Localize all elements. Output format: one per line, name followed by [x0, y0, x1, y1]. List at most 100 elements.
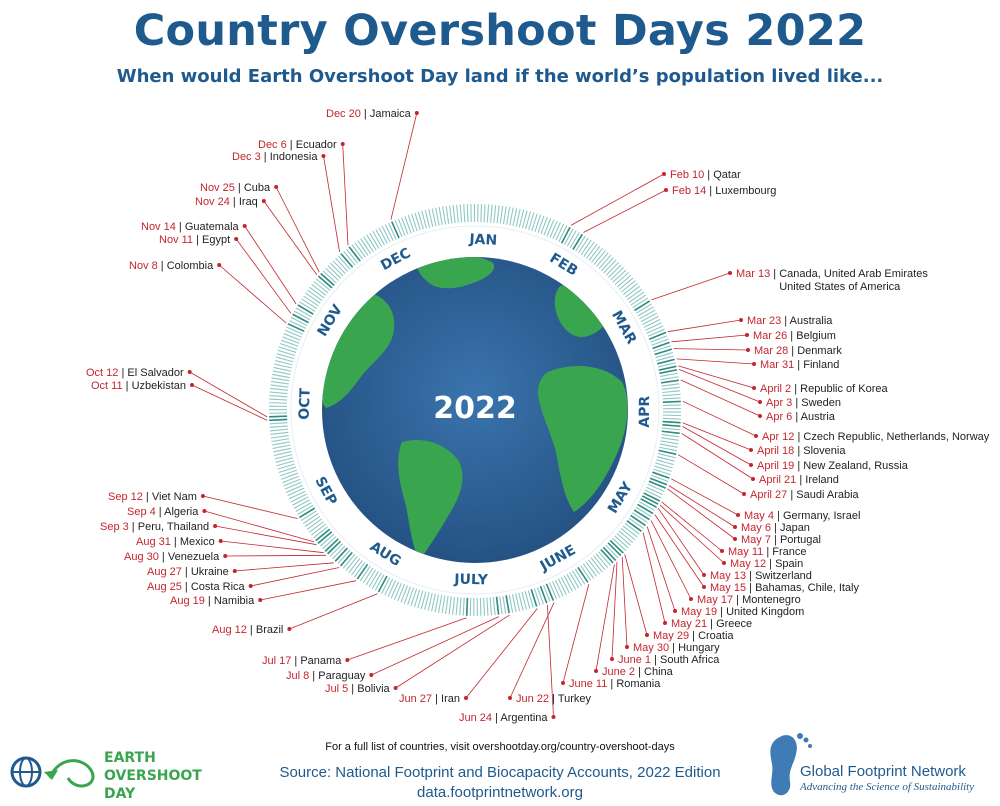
leader-dot	[551, 715, 556, 719]
leader-dot	[752, 362, 756, 366]
month-label: APR	[637, 395, 653, 427]
leader-dot	[662, 172, 666, 176]
overshoot-date: Jul 5	[325, 683, 348, 695]
day-tick	[662, 427, 681, 431]
leader-line	[642, 532, 666, 624]
highlight-tick	[652, 341, 670, 350]
overshoot-date: Sep 4	[127, 506, 156, 518]
overshoot-date: Apr 12	[762, 431, 794, 443]
day-tick	[560, 576, 570, 594]
day-tick	[449, 205, 453, 224]
label-separator: |	[171, 536, 180, 548]
label-separator: |	[794, 445, 803, 457]
country-name: Switzerland	[755, 570, 812, 582]
country-name: China	[644, 666, 674, 678]
day-tick	[424, 592, 430, 610]
country-name: Saudi Arabia	[796, 489, 859, 501]
label-separator: |	[770, 268, 779, 280]
day-tick	[354, 242, 366, 258]
country-name: Egypt	[202, 234, 230, 246]
inner-ring	[290, 225, 660, 595]
country-name: Canada, United Arab Emirates	[779, 268, 928, 280]
day-tick	[438, 594, 443, 613]
country-label: May 29 | Croatia	[653, 630, 734, 642]
highlight-tick	[633, 509, 650, 521]
leader-dot	[728, 271, 732, 275]
day-tick	[275, 457, 294, 463]
highlight-tick	[324, 538, 339, 552]
day-tick	[384, 224, 394, 241]
highlight-tick	[572, 233, 584, 250]
day-tick	[413, 589, 421, 608]
leader-line	[668, 485, 736, 528]
leader-line	[624, 554, 648, 636]
day-tick	[542, 584, 551, 603]
leader-dot	[751, 477, 755, 481]
day-tick	[521, 210, 528, 229]
month-label: DEC	[378, 245, 413, 274]
country-name: Jamaica	[370, 108, 412, 120]
day-tick	[270, 434, 289, 439]
leader-dot	[754, 434, 758, 438]
country-label: Dec 3 | Indonesia	[232, 151, 318, 163]
overshoot-date: Aug 19	[170, 595, 205, 607]
country-label: Sep 3 | Peru, Thailand	[100, 521, 209, 533]
day-tick	[661, 383, 680, 387]
day-tick	[273, 447, 292, 453]
highlight-tick	[339, 551, 353, 567]
highlight-tick	[315, 528, 331, 542]
day-tick	[511, 594, 517, 612]
overshoot-date: May 13	[710, 570, 746, 582]
footer-url[interactable]: data.footprintnetwork.org	[417, 784, 583, 801]
overshoot-date: Mar 23	[747, 315, 781, 327]
day-tick	[301, 298, 317, 310]
country-label: Nov 24 | Iraq	[195, 196, 258, 208]
day-tick	[407, 214, 415, 233]
overshoot-date: Aug 12	[212, 624, 247, 636]
country-name: Japan	[780, 522, 810, 534]
country-name: Belgium	[796, 330, 836, 342]
day-tick	[342, 554, 356, 569]
day-tick	[345, 248, 359, 264]
day-tick	[621, 280, 636, 293]
day-tick	[276, 353, 295, 360]
day-tick	[319, 533, 335, 547]
global-footprint-network-logo	[770, 733, 812, 796]
overshoot-date: May 6	[741, 522, 771, 534]
day-tick	[548, 582, 558, 600]
day-tick	[337, 549, 351, 565]
leader-line	[678, 365, 755, 389]
leader-dot	[345, 658, 350, 662]
footer-source: Source: National Footprint and Biocapaci…	[279, 764, 721, 781]
highlight-tick	[641, 495, 659, 505]
country-label: Mar 26 | Belgium	[753, 330, 836, 342]
overshoot-date: May 7	[741, 534, 771, 546]
day-tick	[332, 260, 346, 275]
country-label: May 7 | Portugal	[741, 534, 821, 546]
day-tick	[272, 444, 291, 450]
highlight-tick	[643, 492, 661, 502]
overshoot-date: Feb 10	[670, 169, 704, 181]
day-tick	[384, 578, 394, 596]
leader-dot	[746, 348, 750, 352]
country-name: Algeria	[164, 506, 199, 518]
leader-dot	[625, 645, 629, 649]
day-tick	[362, 567, 374, 584]
overshoot-date: Jun 22	[516, 693, 549, 705]
country-name: Luxembourg	[715, 185, 776, 197]
overshoot-date: June 1	[618, 654, 651, 666]
country-label: Feb 10 | Qatar	[670, 169, 741, 181]
label-separator: |	[651, 654, 660, 666]
highlight-tick	[660, 379, 679, 384]
leader-line	[562, 583, 590, 684]
day-tick	[428, 209, 434, 227]
day-tick	[357, 240, 369, 256]
leader-dot	[733, 537, 737, 541]
day-tick	[605, 261, 620, 276]
day-ticks-ring	[268, 203, 681, 616]
day-tick	[638, 501, 656, 511]
label-separator: |	[432, 693, 441, 705]
overshoot-date: June 2	[602, 666, 635, 678]
day-tick	[410, 588, 418, 606]
label-separator: |	[176, 221, 185, 233]
